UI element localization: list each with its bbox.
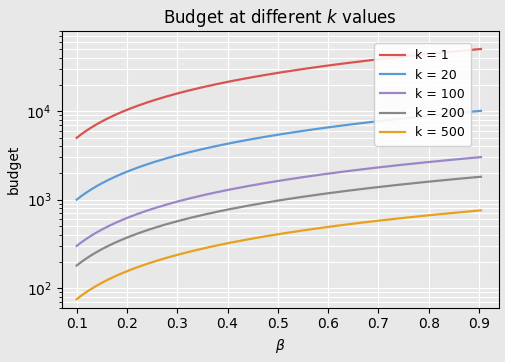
k = 1: [395, 55, 401, 59]
Line: k = 500: k = 500: [77, 210, 480, 299]
k = 20: [250, 136, 256, 141]
k = 1: [74, 136, 80, 140]
k = 500: [202, 246, 208, 250]
Title: Budget at different $k$ values: Budget at different $k$ values: [163, 7, 396, 29]
k = 100: [250, 183, 256, 187]
k = 500: [74, 297, 80, 302]
k = 100: [92, 231, 98, 235]
k = 100: [157, 204, 163, 209]
k = 500: [157, 257, 163, 262]
Line: k = 200: k = 200: [77, 177, 480, 266]
k = 100: [477, 155, 483, 159]
k = 200: [92, 251, 98, 255]
k = 200: [250, 202, 256, 207]
k = 1: [212, 82, 218, 87]
Y-axis label: budget: budget: [7, 145, 21, 194]
Line: k = 1: k = 1: [77, 49, 480, 138]
k = 200: [395, 183, 401, 187]
k = 1: [202, 84, 208, 89]
k = 100: [202, 193, 208, 197]
k = 200: [477, 174, 483, 179]
k = 20: [92, 185, 98, 189]
k = 1: [477, 47, 483, 51]
k = 500: [477, 208, 483, 212]
Line: k = 20: k = 20: [77, 111, 480, 200]
k = 200: [212, 210, 218, 214]
k = 100: [212, 190, 218, 195]
k = 20: [74, 198, 80, 202]
k = 500: [395, 216, 401, 220]
k = 200: [74, 264, 80, 268]
k = 20: [395, 117, 401, 121]
X-axis label: $\beta$: $\beta$: [275, 337, 285, 355]
k = 1: [92, 123, 98, 127]
k = 500: [92, 284, 98, 289]
k = 100: [395, 163, 401, 167]
k = 1: [250, 75, 256, 79]
k = 100: [74, 244, 80, 248]
Legend: k = 1, k = 20, k = 100, k = 200, k = 500: k = 1, k = 20, k = 100, k = 200, k = 500: [373, 43, 471, 146]
Line: k = 100: k = 100: [77, 157, 480, 246]
k = 20: [157, 158, 163, 163]
k = 1: [157, 96, 163, 101]
k = 200: [157, 224, 163, 228]
k = 200: [202, 212, 208, 216]
k = 20: [477, 109, 483, 113]
k = 500: [250, 236, 256, 240]
k = 20: [212, 144, 218, 148]
k = 500: [212, 244, 218, 248]
k = 20: [202, 146, 208, 151]
